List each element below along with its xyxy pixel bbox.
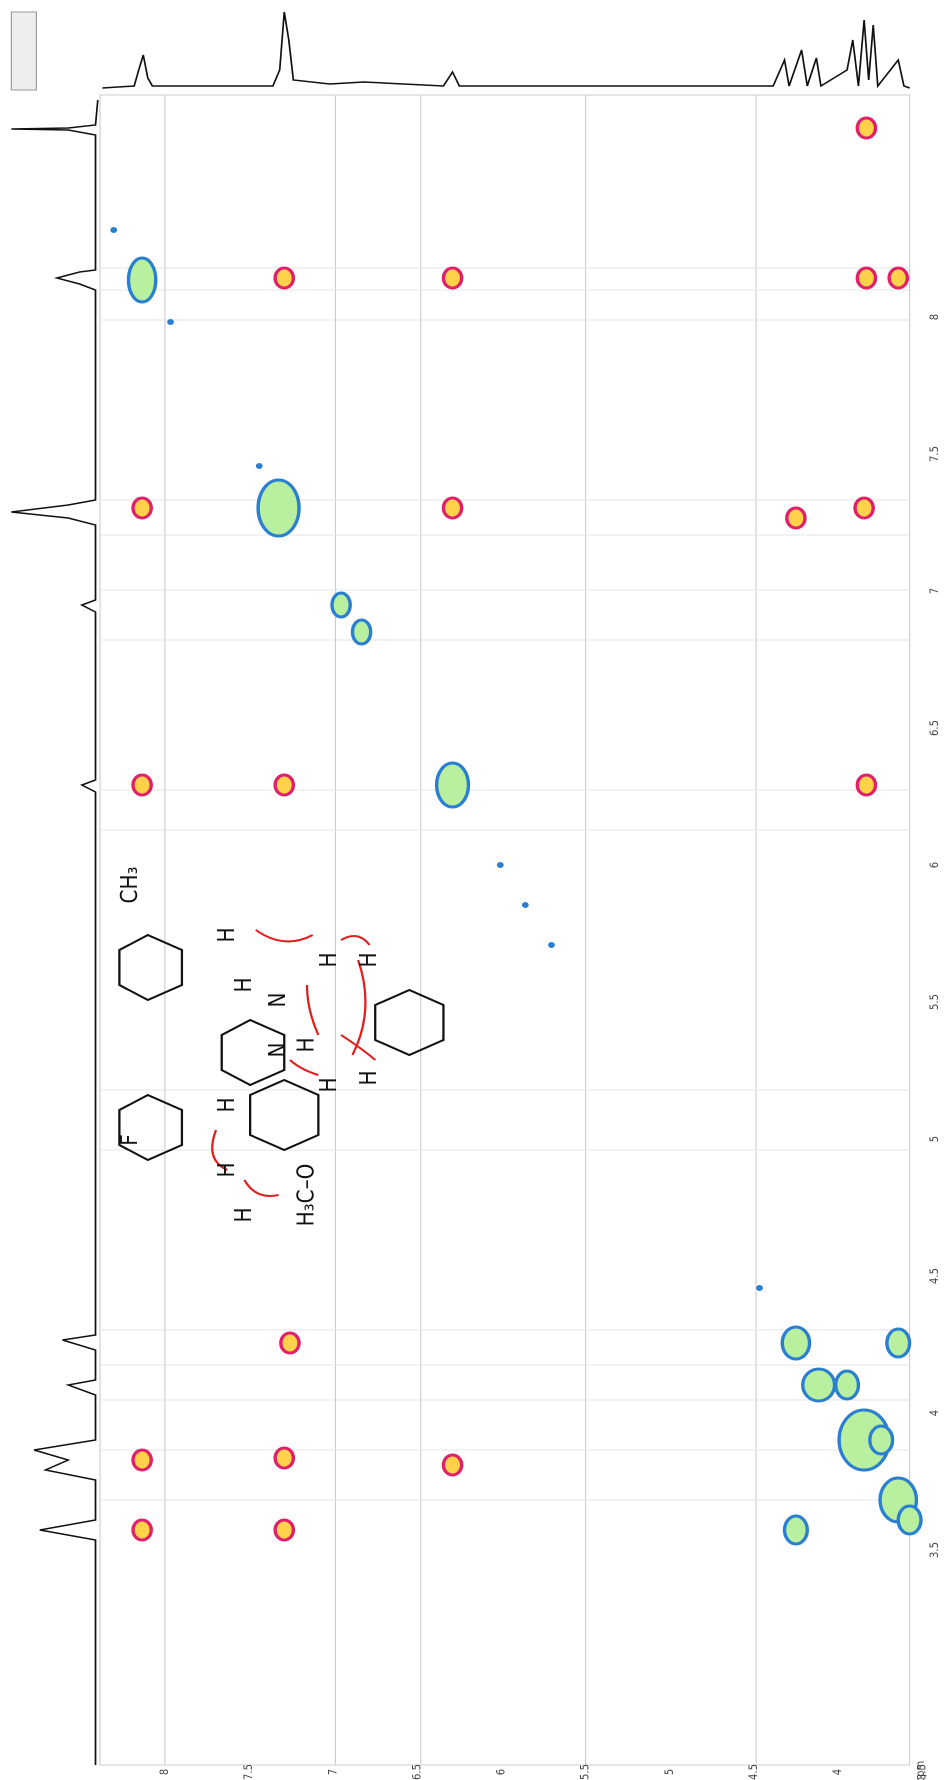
cross-peak: [279, 1331, 301, 1355]
atom-label: H: [316, 952, 343, 967]
atom-label: N: [265, 993, 292, 1008]
ring: [220, 1018, 286, 1087]
atom-label: H: [214, 1162, 241, 1177]
atom-label: H: [231, 977, 258, 992]
x-tick-label: 7.5: [242, 1764, 256, 1780]
ring: [249, 1078, 320, 1152]
y-tick-label: 5.5: [927, 994, 941, 1010]
diagonal-peak: [256, 478, 301, 538]
small-peak: [548, 942, 555, 948]
cross-peak: [855, 266, 878, 290]
x-tick-label: 3.5: [915, 1764, 929, 1780]
diagonal-peak: [434, 761, 471, 809]
cross-peak: [131, 496, 153, 520]
y-tick-label: 3.5: [927, 1542, 941, 1558]
x-tick-label: 5.5: [578, 1764, 592, 1780]
diagonal-peak: [350, 618, 373, 646]
cross-peak: [441, 266, 464, 290]
y-tick-label: 7: [927, 588, 941, 594]
x-tick-label: 4.5: [746, 1764, 760, 1780]
atom-label: H: [293, 1037, 320, 1052]
axis-unit: ppm: [914, 1761, 928, 1780]
y-tick-label: 5: [927, 1136, 941, 1142]
y-tick-label: 8: [927, 314, 941, 321]
x-tick-label: 5: [662, 1769, 676, 1775]
top-projection: [102, 11, 910, 89]
atom-label: H: [356, 1070, 383, 1085]
cross-peak: [785, 506, 807, 530]
diagonal-peak: [868, 1424, 895, 1456]
cross-peak: [441, 496, 464, 520]
y-tick-label: 7.5: [927, 446, 941, 462]
atom-label: F: [117, 1134, 144, 1146]
diagonal-peak: [885, 1327, 912, 1359]
cross-peaks: [110, 116, 923, 1546]
cross-peak: [855, 773, 878, 797]
y-tick-label: 6.5: [927, 720, 941, 736]
cross-peak: [855, 116, 878, 140]
diagonal-peak: [330, 591, 352, 619]
diagonal-peak: [780, 1325, 812, 1361]
atom-label: H: [356, 952, 383, 967]
small-peak: [521, 902, 529, 908]
x-tick-label: 6: [494, 1769, 508, 1776]
ring: [118, 1093, 184, 1162]
y-tick-label: 4.5: [927, 1268, 941, 1284]
x-tick-label: 6.5: [410, 1764, 424, 1780]
cross-peak: [273, 1446, 296, 1470]
noe-arrows: [211, 929, 377, 1197]
small-peak: [496, 862, 504, 868]
atom-label: H: [231, 1207, 258, 1222]
x-tick-label: 8: [157, 1769, 171, 1776]
corner-box: [10, 11, 37, 91]
small-peak: [756, 1285, 763, 1291]
diagonal-peak: [782, 1514, 809, 1546]
atom-label: H: [316, 1077, 343, 1092]
grid: [100, 95, 910, 1765]
atom-label: H: [214, 927, 241, 942]
x-tick-label: 4: [831, 1769, 845, 1776]
x-tick-label: 7: [326, 1769, 340, 1775]
diagonal-peak: [834, 1369, 861, 1401]
ring: [374, 988, 445, 1057]
ring: [118, 933, 184, 1002]
atom-label: H₃C–O: [293, 1164, 320, 1227]
cross-peak: [853, 496, 875, 520]
cross-peak: [273, 266, 296, 290]
atom-label: CH₃: [117, 866, 144, 903]
y-tick-label: 6: [927, 862, 941, 869]
cross-peak: [273, 773, 296, 797]
small-peak: [255, 463, 263, 469]
cross-peak: [131, 773, 153, 797]
diagonal-peak: [896, 1504, 923, 1536]
y-tick-label: 4: [927, 1410, 941, 1417]
left-projection: [11, 99, 99, 1765]
atom-label: H: [214, 1097, 241, 1112]
diagonal-peak: [126, 256, 158, 304]
cross-peak: [131, 1448, 153, 1472]
small-peak: [167, 319, 174, 325]
small-peak: [110, 227, 118, 233]
cross-peak: [441, 1453, 464, 1477]
cross-peak: [273, 1518, 296, 1542]
atom-label: N: [265, 1043, 292, 1058]
cross-peak: [887, 266, 910, 290]
diagonal-peak: [801, 1367, 837, 1403]
plot-frame: [99, 94, 911, 1766]
cross-peak: [131, 1518, 153, 1542]
